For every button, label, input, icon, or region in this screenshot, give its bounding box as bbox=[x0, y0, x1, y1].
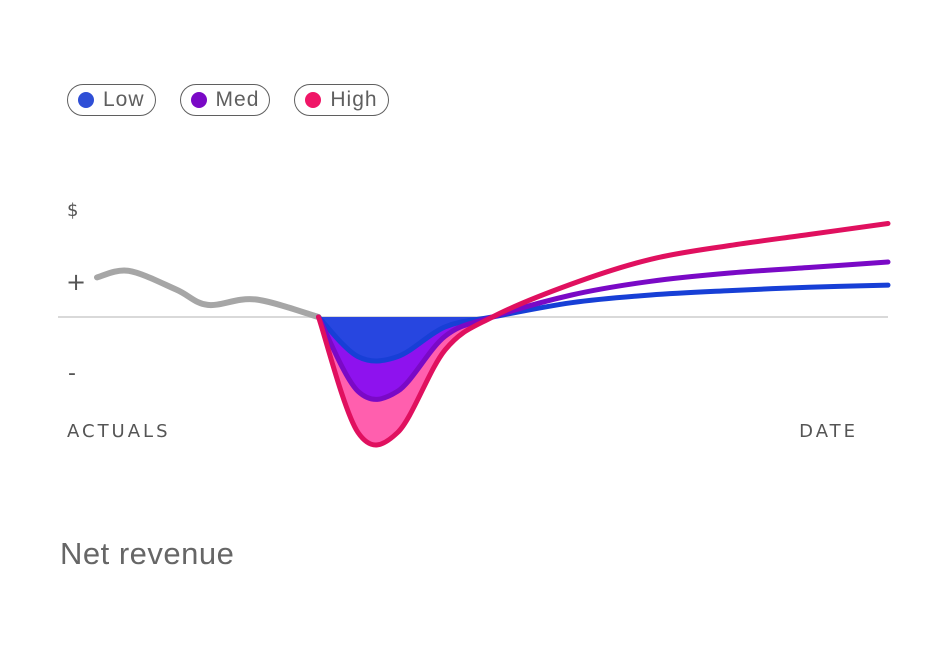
y-axis-dollar-label: $ bbox=[67, 200, 78, 221]
series-lines bbox=[94, 221, 891, 448]
chart-caption: Net revenue bbox=[60, 536, 235, 571]
legend-item-high[interactable]: High bbox=[294, 84, 389, 116]
legend-dot-low bbox=[78, 92, 94, 108]
low-dip-fill bbox=[318, 317, 493, 361]
y-axis-minus-label: - bbox=[68, 361, 76, 386]
high-series-line bbox=[316, 221, 891, 448]
legend-label-high: High bbox=[330, 88, 378, 111]
x-axis-left-label: ACTUALS bbox=[67, 421, 171, 442]
legend-item-med[interactable]: Med bbox=[179, 84, 271, 116]
med-series-line bbox=[316, 259, 891, 402]
legend-label-med: Med bbox=[215, 88, 260, 111]
legend-label-low: Low bbox=[103, 88, 145, 111]
legend-item-low[interactable]: Low bbox=[67, 84, 156, 116]
actuals-series-line bbox=[94, 267, 322, 320]
y-axis-plus-label: + bbox=[66, 268, 86, 296]
legend-dot-high bbox=[305, 92, 322, 108]
low-series-line bbox=[316, 282, 891, 364]
legend: Low Med High bbox=[67, 84, 389, 116]
legend-dot-med bbox=[190, 92, 207, 108]
x-axis-right-label: DATE bbox=[799, 421, 858, 442]
